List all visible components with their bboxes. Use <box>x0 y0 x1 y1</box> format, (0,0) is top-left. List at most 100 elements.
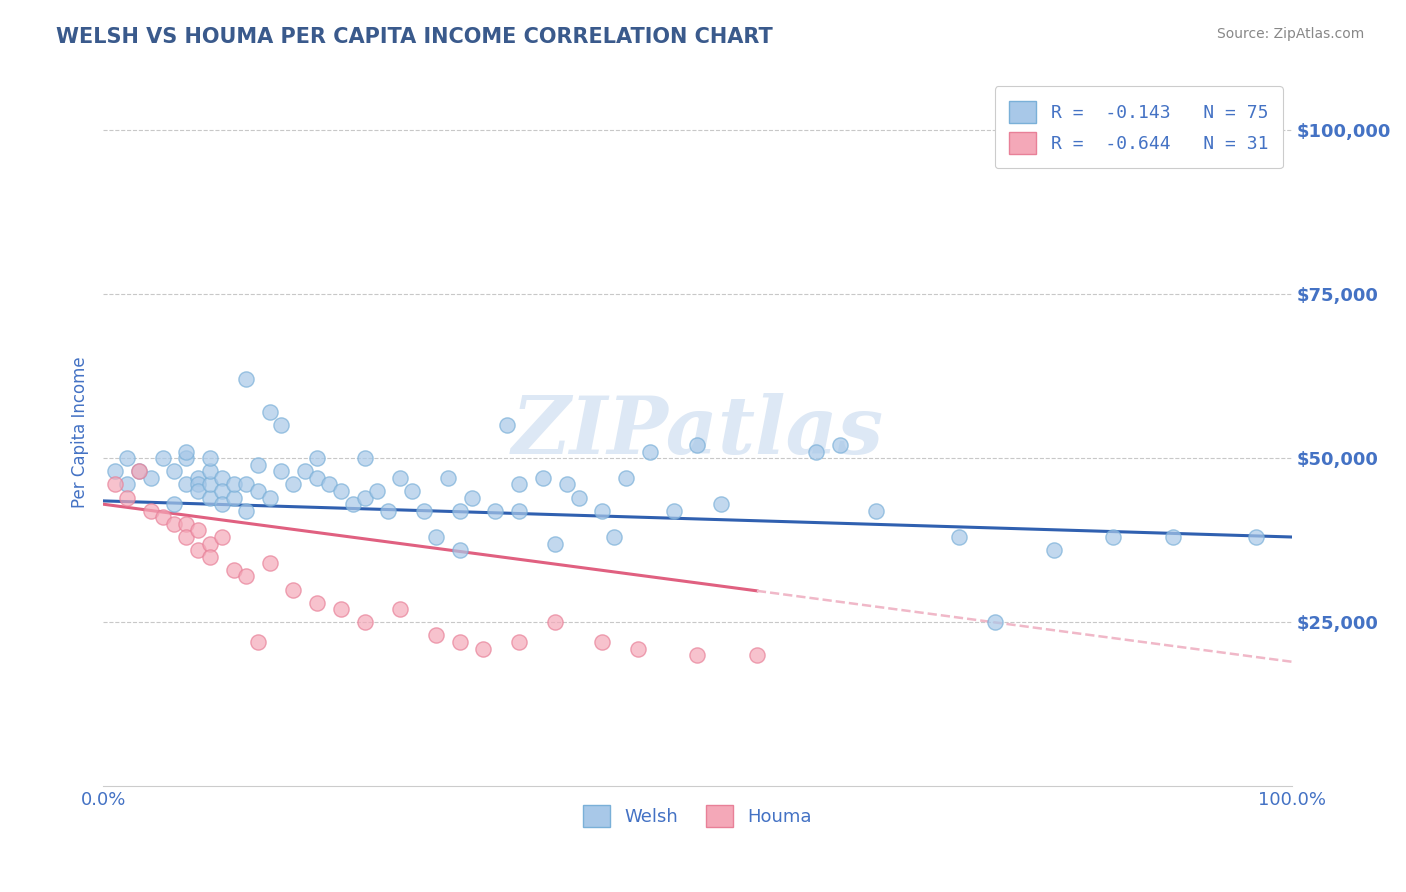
Point <box>353 615 375 630</box>
Point <box>235 504 257 518</box>
Point <box>222 477 245 491</box>
Point <box>401 484 423 499</box>
Point <box>806 444 828 458</box>
Point <box>366 484 388 499</box>
Point <box>437 471 460 485</box>
Point <box>198 536 221 550</box>
Point <box>508 635 530 649</box>
Point <box>472 641 495 656</box>
Point <box>104 477 127 491</box>
Point <box>283 582 305 597</box>
Point <box>1102 530 1125 544</box>
Point <box>222 563 245 577</box>
Point <box>318 477 340 491</box>
Point <box>828 438 851 452</box>
Point <box>603 530 626 544</box>
Point <box>353 451 375 466</box>
Point <box>614 471 637 485</box>
Point <box>176 444 198 458</box>
Point <box>353 491 375 505</box>
Point <box>270 464 292 478</box>
Point <box>342 497 364 511</box>
Point <box>128 464 150 478</box>
Point <box>152 451 174 466</box>
Point <box>307 471 329 485</box>
Point <box>198 549 221 564</box>
Point <box>187 524 209 538</box>
Point <box>544 536 567 550</box>
Point <box>187 484 209 499</box>
Point <box>163 516 186 531</box>
Point <box>176 516 198 531</box>
Point <box>307 451 329 466</box>
Point <box>115 477 138 491</box>
Point <box>235 477 257 491</box>
Point <box>591 504 613 518</box>
Point <box>449 543 471 558</box>
Point <box>745 648 768 663</box>
Point <box>425 628 447 642</box>
Point <box>983 615 1005 630</box>
Point <box>413 504 436 518</box>
Point <box>283 477 305 491</box>
Point <box>259 491 281 505</box>
Point <box>104 464 127 478</box>
Point <box>163 497 186 511</box>
Legend: Welsh, Houma: Welsh, Houma <box>576 797 818 834</box>
Point <box>425 530 447 544</box>
Point <box>211 471 233 485</box>
Point <box>544 615 567 630</box>
Point <box>555 477 578 491</box>
Point <box>531 471 554 485</box>
Point <box>152 510 174 524</box>
Point <box>710 497 733 511</box>
Point <box>235 569 257 583</box>
Point <box>389 602 412 616</box>
Y-axis label: Per Capita Income: Per Capita Income <box>72 356 89 508</box>
Point <box>163 464 186 478</box>
Point <box>115 451 138 466</box>
Point <box>865 504 887 518</box>
Text: WELSH VS HOUMA PER CAPITA INCOME CORRELATION CHART: WELSH VS HOUMA PER CAPITA INCOME CORRELA… <box>56 27 773 46</box>
Point <box>307 596 329 610</box>
Text: Source: ZipAtlas.com: Source: ZipAtlas.com <box>1216 27 1364 41</box>
Point <box>176 451 198 466</box>
Point <box>508 477 530 491</box>
Point <box>198 451 221 466</box>
Point <box>176 530 198 544</box>
Point <box>246 484 269 499</box>
Point <box>1161 530 1184 544</box>
Point <box>686 648 709 663</box>
Point <box>259 556 281 570</box>
Point <box>568 491 591 505</box>
Point <box>1244 530 1267 544</box>
Point <box>187 471 209 485</box>
Point <box>198 464 221 478</box>
Point <box>627 641 650 656</box>
Point <box>389 471 412 485</box>
Point <box>329 602 352 616</box>
Point <box>139 471 162 485</box>
Point <box>139 504 162 518</box>
Text: ZIPatlas: ZIPatlas <box>512 393 883 471</box>
Point <box>211 497 233 511</box>
Point <box>294 464 316 478</box>
Point <box>211 530 233 544</box>
Point <box>176 477 198 491</box>
Point <box>128 464 150 478</box>
Point <box>948 530 970 544</box>
Point <box>377 504 399 518</box>
Point <box>222 491 245 505</box>
Point <box>115 491 138 505</box>
Point <box>460 491 482 505</box>
Point <box>198 491 221 505</box>
Point <box>449 504 471 518</box>
Point <box>1043 543 1066 558</box>
Point <box>686 438 709 452</box>
Point <box>246 458 269 472</box>
Point <box>211 484 233 499</box>
Point <box>187 543 209 558</box>
Point <box>270 418 292 433</box>
Point <box>329 484 352 499</box>
Point <box>484 504 506 518</box>
